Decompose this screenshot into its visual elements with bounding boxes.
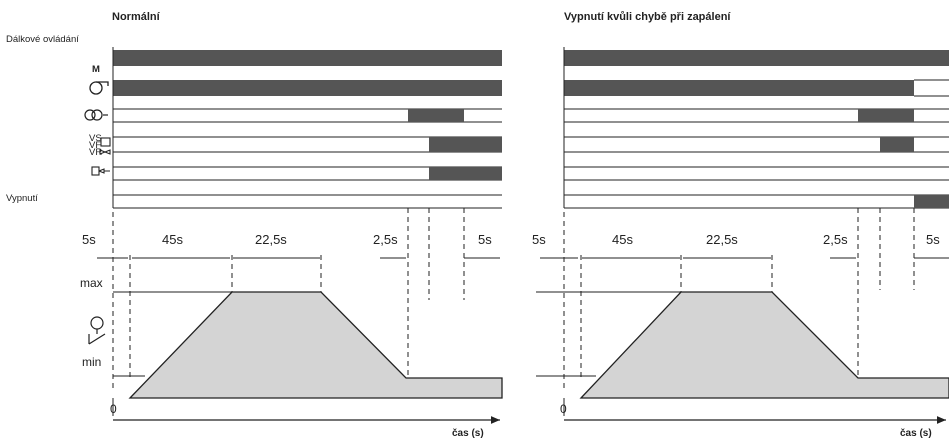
bar-ignition-right — [858, 109, 914, 122]
bar-remote-control — [113, 50, 502, 66]
duration-label-prepurge-right: 45s — [612, 232, 633, 247]
y-axis-min-label: min — [82, 355, 101, 369]
origin-label: 0 — [110, 402, 117, 416]
duration-label-ignition-right: 2,5s — [823, 232, 848, 247]
bar-fan-motor — [113, 80, 502, 96]
fan-icon — [89, 81, 109, 95]
bar-gas-valves — [429, 137, 502, 152]
duration-label-prepurge-start: 5s — [82, 232, 96, 247]
panel-normal: Normální Dálkové ovládání M VS VF VR — [6, 11, 503, 439]
bar-remote-control-right — [564, 50, 949, 66]
duration-label-ramp-right: 22,5s — [706, 232, 738, 247]
duration-label-prepurge: 45s — [162, 232, 183, 247]
origin-label-right: 0 — [560, 402, 567, 416]
time-axis-label-right: čas (s) — [900, 428, 932, 439]
duration-label-ramp: 22,5s — [255, 232, 287, 247]
row-label-remote-control: Dálkové ovládání — [6, 34, 79, 45]
modulation-curve-right — [579, 291, 949, 399]
guide-lines-right — [563, 208, 915, 390]
row-label-motor: M — [92, 64, 100, 75]
panel-ignition-failure: Vypnutí kvůli chybě při zapálení 5s 45s … — [532, 11, 949, 439]
ignition-transformer-icon — [84, 109, 108, 121]
duration-label-safety: 5s — [478, 232, 492, 247]
valve-label-vr: VR — [89, 147, 102, 158]
bar-shutdown-right — [914, 195, 949, 208]
bar-gas-valves-right — [880, 137, 914, 152]
servomotor-icon — [88, 316, 106, 345]
bar-fan-motor-right — [564, 80, 914, 96]
duration-label-prepurge-start-right: 5s — [532, 232, 546, 247]
panel-title-ignition-failure: Vypnutí kvůli chybě při zapálení — [564, 11, 731, 23]
flame-sensor-icon — [91, 166, 110, 176]
gas-valves-icon — [99, 137, 111, 155]
valve-label-vs: VS — [89, 133, 102, 144]
panel-title-normal: Normální — [112, 11, 161, 23]
duration-label-safety-right: 5s — [926, 232, 940, 247]
row-label-shutdown: Vypnutí — [6, 193, 38, 204]
time-axis-label: čas (s) — [452, 428, 484, 439]
y-axis-max-label: max — [80, 276, 103, 290]
guide-lines-left — [112, 208, 465, 390]
valve-label-vf: VF — [89, 140, 101, 151]
duration-label-ignition: 2,5s — [373, 232, 398, 247]
modulation-curve — [128, 291, 503, 399]
bar-flame-detection — [429, 167, 502, 180]
bar-ignition — [408, 109, 464, 122]
